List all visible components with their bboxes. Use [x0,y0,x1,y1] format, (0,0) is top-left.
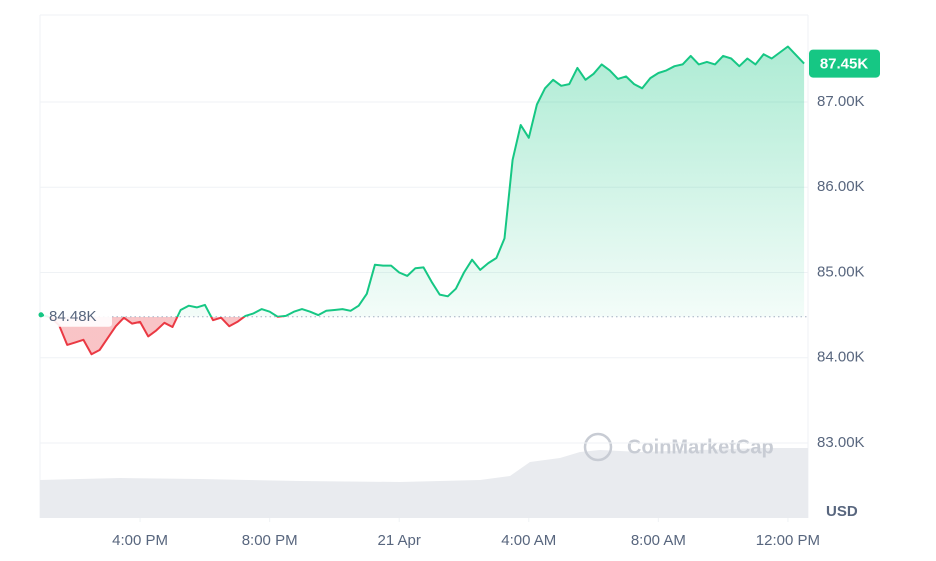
baseline-dot [38,312,44,318]
baseline-label-box [44,304,112,327]
area-fill [42,46,805,355]
last-price-label: 87.45K [820,56,869,73]
watermark: CoinMarketCap [627,436,774,458]
baseline-label: 84.48K [49,308,97,325]
y-tick-label: 84.00K [817,349,865,366]
x-tick-label: 21 Apr [378,532,421,549]
y-tick-label: 85.00K [817,263,865,280]
y-unit-label: USD [826,503,858,520]
volume-area [40,448,808,518]
last-price-badge [809,49,880,78]
x-tick-label: 8:00 PM [242,532,298,549]
price-line [42,45,805,356]
x-tick-label: 4:00 PM [112,532,168,549]
y-tick-label: 86.00K [817,178,865,195]
y-tick-label: 83.00K [817,434,865,451]
x-tick-label: 8:00 AM [631,532,686,549]
watermark-logo [583,432,613,462]
x-tick-label: 12:00 PM [756,532,820,549]
x-tick-label: 4:00 AM [501,532,556,549]
y-tick-label: 87.00K [817,93,865,110]
